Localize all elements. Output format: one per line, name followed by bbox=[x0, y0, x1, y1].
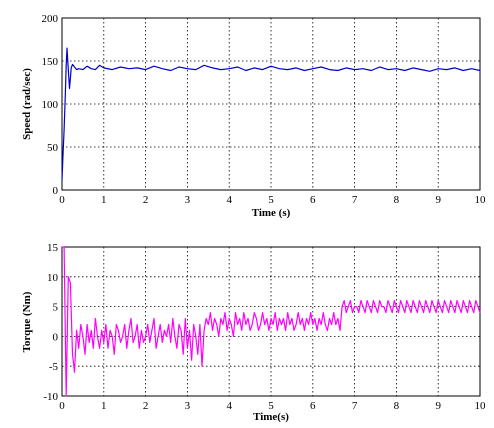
torque-chart: -10 -5 0 5 10 15 0 1 2 3 4 5 6 7 8 9 10 Time(s) Torque … bbox=[21, 242, 486, 423]
torque-x-tick-label: 1 bbox=[101, 400, 107, 412]
torque-y-axis-label: Torque (Nm) bbox=[21, 291, 33, 352]
speed-x-axis-label: Time (s) bbox=[252, 207, 291, 219]
torque-x-tick-label: 10 bbox=[475, 400, 487, 412]
torque-y-tick-labels: -10 -5 0 5 10 15 bbox=[43, 242, 58, 403]
speed-x-tick-label: 8 bbox=[394, 194, 400, 206]
speed-y-tick-label: 100 bbox=[42, 99, 59, 111]
speed-x-tick-label: 4 bbox=[226, 194, 232, 206]
torque-x-tick-label: 2 bbox=[143, 400, 149, 412]
torque-x-tick-label: 5 bbox=[268, 400, 274, 412]
torque-y-tick-label: 10 bbox=[47, 272, 59, 284]
speed-x-tick-labels: 0 1 2 3 4 5 6 7 8 9 10 bbox=[59, 194, 486, 206]
speed-y-axis-label: Speed (rad/sec) bbox=[21, 68, 33, 140]
torque-y-tick-label: 5 bbox=[53, 302, 59, 314]
speed-x-tick-label: 3 bbox=[185, 194, 191, 206]
speed-y-tick-labels: 0 50 100 150 200 bbox=[42, 13, 59, 197]
torque-x-tick-label: 6 bbox=[310, 400, 316, 412]
speed-x-tick-label: 2 bbox=[143, 194, 149, 206]
torque-x-tick-label: 4 bbox=[226, 400, 232, 412]
torque-x-tick-label: 8 bbox=[394, 400, 400, 412]
speed-x-tick-label: 9 bbox=[435, 194, 441, 206]
speed-y-tick-label: 150 bbox=[42, 56, 59, 68]
speed-x-tick-label: 5 bbox=[268, 194, 274, 206]
speed-series-line bbox=[61, 47, 481, 180]
speed-x-tick-label: 0 bbox=[59, 194, 65, 206]
torque-series-line bbox=[62, 246, 481, 397]
torque-gridlines bbox=[62, 247, 480, 396]
torque-y-tick-label: -5 bbox=[49, 361, 59, 373]
torque-x-tick-label: 3 bbox=[185, 400, 191, 412]
torque-x-tick-labels: 0 1 2 3 4 5 6 7 8 9 10 bbox=[59, 400, 486, 412]
speed-x-tick-label: 10 bbox=[475, 194, 487, 206]
speed-x-tick-label: 6 bbox=[310, 194, 316, 206]
torque-x-tick-label: 7 bbox=[352, 400, 358, 412]
torque-y-tick-label: -10 bbox=[43, 391, 58, 403]
speed-y-tick-label: 50 bbox=[47, 142, 59, 154]
speed-y-tick-label: 0 bbox=[53, 185, 59, 197]
torque-y-tick-label: 0 bbox=[53, 331, 59, 343]
torque-y-tick-label: 15 bbox=[47, 242, 59, 254]
speed-chart: 0 50 100 150 200 0 1 2 3 4 5 6 7 8 9 10 Time (s) Speed… bbox=[21, 13, 486, 219]
torque-x-tick-label: 0 bbox=[59, 400, 65, 412]
speed-y-tick-label: 200 bbox=[42, 13, 59, 25]
speed-x-tick-label: 7 bbox=[352, 194, 358, 206]
torque-x-tick-label: 9 bbox=[435, 400, 441, 412]
torque-x-axis-label: Time(s) bbox=[253, 411, 289, 423]
torque-series bbox=[62, 246, 481, 397]
speed-x-tick-label: 1 bbox=[101, 194, 107, 206]
speed-series bbox=[61, 47, 481, 180]
speed-gridlines bbox=[62, 18, 480, 190]
